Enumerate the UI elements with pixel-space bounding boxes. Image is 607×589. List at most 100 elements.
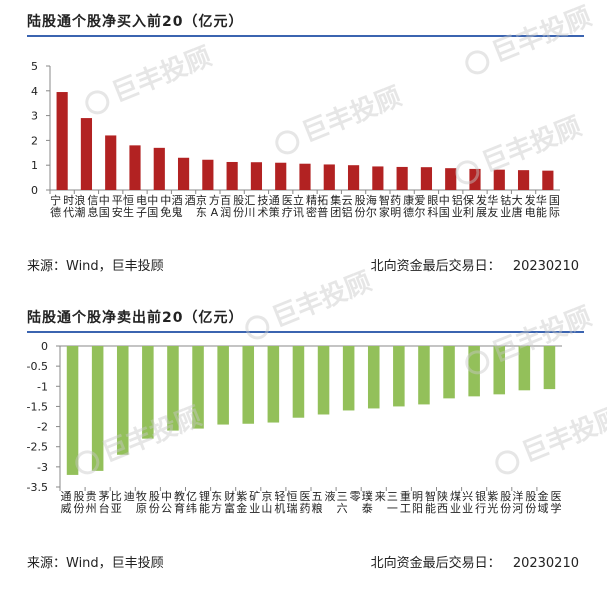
svg-text:智: 智 (379, 193, 390, 207)
net-sell-title: 陆股通个股净卖出前20（亿元） (27, 310, 244, 326)
svg-text:鬼: 鬼 (172, 205, 183, 219)
svg-text:药: 药 (390, 194, 401, 207)
svg-text:科: 科 (427, 205, 438, 219)
net-buy-bar (542, 170, 554, 190)
net-buy-y-tick-label: 5 (31, 60, 38, 73)
svg-text:通: 通 (269, 194, 280, 207)
svg-text:息: 息 (87, 205, 98, 219)
svg-text:展: 展 (476, 206, 487, 219)
svg-text:零: 零 (350, 490, 361, 503)
svg-text:兴: 兴 (462, 490, 473, 503)
svg-text:泰: 泰 (362, 501, 373, 515)
svg-text:州: 州 (86, 502, 97, 515)
net-buy-bar (202, 159, 214, 190)
svg-text:河: 河 (512, 502, 523, 515)
net-sell-y-tick-label: -2 (37, 421, 48, 434)
svg-text:瑞: 瑞 (286, 501, 297, 515)
net-sell-y-tick-label: -3.5 (27, 481, 48, 494)
svg-text:安: 安 (112, 205, 123, 219)
svg-text:比: 比 (111, 490, 122, 503)
net-sell-bar (393, 346, 405, 407)
svg-text:璞: 璞 (362, 490, 373, 503)
svg-text:西: 西 (437, 502, 448, 515)
svg-text:重: 重 (400, 489, 411, 503)
svg-text:通: 通 (61, 490, 72, 503)
svg-text:紫: 紫 (487, 490, 498, 503)
svg-text:眼: 眼 (427, 194, 438, 207)
net-buy-bar (56, 92, 68, 190)
net-buy-bar (153, 147, 165, 190)
svg-text:汇: 汇 (244, 194, 255, 207)
svg-text:中: 中 (161, 490, 172, 503)
svg-text:股: 股 (233, 194, 244, 207)
svg-text:尔: 尔 (366, 206, 377, 219)
svg-text:金: 金 (537, 489, 548, 503)
net-buy-bar (226, 161, 238, 190)
net-buy-bar (299, 163, 311, 190)
svg-text:煤: 煤 (450, 490, 461, 503)
svg-text:教: 教 (174, 490, 185, 503)
net-buy-bar (347, 165, 360, 190)
svg-text:大: 大 (512, 193, 523, 207)
svg-text:明: 明 (412, 490, 423, 503)
svg-text:酒: 酒 (172, 194, 183, 207)
net-buy-bar (80, 118, 93, 190)
svg-text:亿: 亿 (186, 490, 197, 503)
net-sell-category-label: 璞泰来 (362, 490, 386, 515)
svg-text:锂: 锂 (199, 489, 210, 503)
svg-text:学: 学 (550, 501, 561, 515)
svg-text:六: 六 (337, 502, 348, 515)
svg-text:潮: 潮 (74, 205, 85, 219)
svg-text:份: 份 (525, 502, 536, 515)
net-sell-bar (167, 346, 179, 431)
svg-text:医: 医 (550, 490, 561, 503)
svg-text:华: 华 (536, 193, 547, 207)
net-sell-category-label: 三六零 (337, 490, 361, 515)
svg-text:原: 原 (136, 502, 147, 515)
net-buy-category-label: 酒鬼酒 (172, 194, 196, 219)
net-buy-source: 来源：Wind，巨丰投顾 (27, 259, 164, 274)
svg-text:时: 时 (63, 194, 74, 207)
svg-text:铝: 铝 (452, 193, 463, 207)
net-sell-y-tick-label: -2.5 (27, 441, 48, 454)
net-buy-bar (105, 135, 117, 190)
svg-text:生: 生 (123, 205, 134, 219)
net-sell-bar (367, 346, 380, 409)
net-sell-date-value: 20230210 (512, 556, 579, 571)
net-sell-bar (468, 346, 480, 397)
svg-text:唐: 唐 (512, 205, 523, 219)
svg-text:平: 平 (112, 194, 123, 207)
svg-text:技: 技 (257, 194, 268, 207)
svg-text:家: 家 (379, 205, 390, 219)
svg-text:一: 一 (387, 502, 398, 515)
net-buy-bar (177, 157, 190, 190)
svg-text:疗: 疗 (282, 205, 293, 219)
net-buy-date-value: 20230210 (512, 259, 579, 274)
svg-text:精: 精 (306, 194, 317, 207)
svg-text:紫: 紫 (236, 490, 247, 503)
svg-text:京: 京 (196, 193, 207, 207)
svg-text:密: 密 (306, 205, 317, 219)
svg-text:团: 团 (330, 206, 341, 219)
svg-text:份: 份 (233, 206, 244, 219)
net-sell-y-tick-label: 0 (41, 340, 48, 353)
svg-text:明: 明 (390, 206, 401, 219)
net-buy-y-tick-label: 3 (31, 110, 38, 123)
svg-text:东: 东 (211, 490, 222, 503)
svg-text:友: 友 (487, 205, 498, 219)
svg-text:爱: 爱 (414, 194, 425, 207)
